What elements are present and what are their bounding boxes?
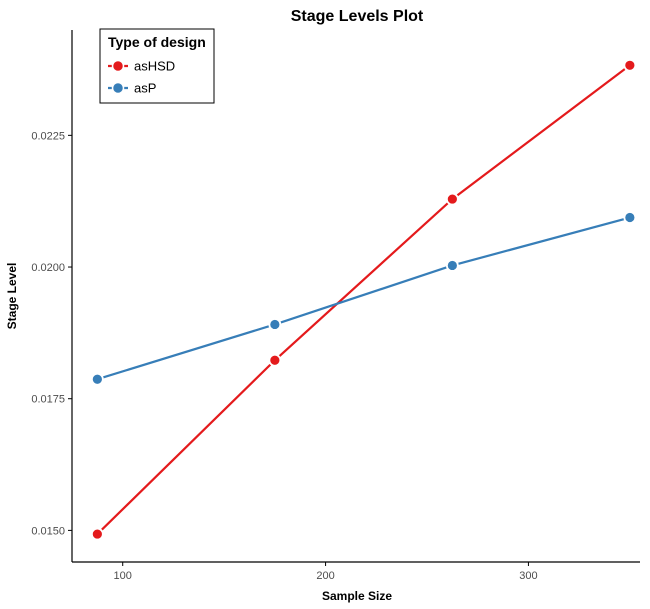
data-point-asHSD <box>445 192 459 206</box>
x-tick-label: 300 <box>519 570 537 582</box>
ticks: 100 200 300 0.0150 0.0175 0.0200 0.0225 <box>31 130 537 582</box>
legend-key-point-asHSD <box>111 59 125 73</box>
data-point-asP <box>445 259 459 272</box>
chart-title: Stage Levels Plot <box>291 8 424 25</box>
legend-label-asHSD: asHSD <box>134 59 175 74</box>
legend-label-asP: asP <box>134 81 156 96</box>
data-point-asHSD <box>268 353 282 367</box>
y-axis-title: Stage Level <box>5 263 19 330</box>
data-point-asHSD <box>623 58 637 72</box>
x-tick-label: 200 <box>316 570 334 582</box>
x-axis-title: Sample Size <box>322 589 392 603</box>
legend-title: Type of design <box>108 34 206 50</box>
y-tick-label: 0.0150 <box>31 525 65 537</box>
series-line-asP <box>97 216 631 381</box>
y-tick-label: 0.0225 <box>31 130 65 142</box>
series-line-asHSD <box>96 64 631 535</box>
legend-items: asHSD asP <box>108 59 175 96</box>
data-point-asP <box>268 318 282 331</box>
legend: Type of design asHSD asP <box>99 28 215 104</box>
data-point-asP <box>90 372 104 386</box>
y-tick-label: 0.0200 <box>31 262 65 274</box>
legend-key-point-asP <box>111 81 125 95</box>
data-point-asHSD <box>90 527 104 541</box>
y-tick-label: 0.0175 <box>31 394 65 406</box>
axes <box>71 30 640 563</box>
data-point-asP <box>623 211 637 224</box>
x-tick-label: 100 <box>114 570 132 582</box>
plot-area <box>90 58 637 541</box>
